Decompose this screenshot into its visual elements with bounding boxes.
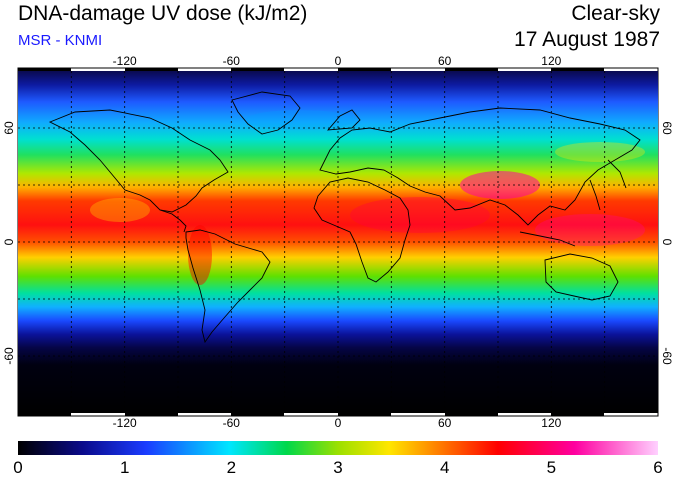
colorbar-tick-3: 3 <box>333 458 343 477</box>
lat-label-left-1: 60 <box>2 121 16 135</box>
lon-label-bottom-3: 0 <box>334 416 342 430</box>
lon-label-bottom-4: 60 <box>438 416 452 430</box>
colorbar <box>18 441 658 455</box>
lat-label-left-2: 0 <box>2 238 16 246</box>
lon-label-bottom-5: 120 <box>541 416 562 430</box>
nw-pacific-band <box>555 142 645 162</box>
pacific-high <box>535 214 645 246</box>
lon-label-bottom-2: -60 <box>222 416 240 430</box>
lat-label-right-3: -60 <box>660 347 674 365</box>
andes-high <box>188 225 212 285</box>
frame-ticks <box>18 68 604 416</box>
colorbar-tick-6: 6 <box>653 458 663 477</box>
colorbar-tick-1: 1 <box>119 458 130 477</box>
lat-label-left-3: -60 <box>2 347 16 365</box>
lat-label-right-2: 0 <box>660 238 674 246</box>
lon-label-top-2: -60 <box>222 54 240 68</box>
colorbar-tick-0: 0 <box>13 458 23 477</box>
lon-label-top-1: -120 <box>112 54 137 68</box>
source-label: MSR - KNMI <box>18 32 103 49</box>
date-label: 17 August 1987 <box>514 28 660 51</box>
sky-condition-label: Clear-sky <box>571 2 660 25</box>
atlantic-band <box>245 110 355 130</box>
lon-label-top-3: 0 <box>334 54 342 68</box>
colorbar-tick-2: 2 <box>226 458 237 477</box>
map-title: DNA-damage UV dose (kJ/m2) <box>18 2 308 25</box>
colorbar-tick-4: 4 <box>439 458 450 477</box>
sahara-high <box>350 197 490 233</box>
graticule <box>18 71 658 413</box>
lon-label-top-5: 120 <box>541 54 562 68</box>
pacific-east-low <box>90 198 150 222</box>
lon-label-bottom-1: -120 <box>112 416 137 430</box>
lat-label-right-1: 60 <box>660 121 674 135</box>
colorbar-tick-5: 5 <box>546 458 557 477</box>
lon-label-top-4: 60 <box>438 54 452 68</box>
